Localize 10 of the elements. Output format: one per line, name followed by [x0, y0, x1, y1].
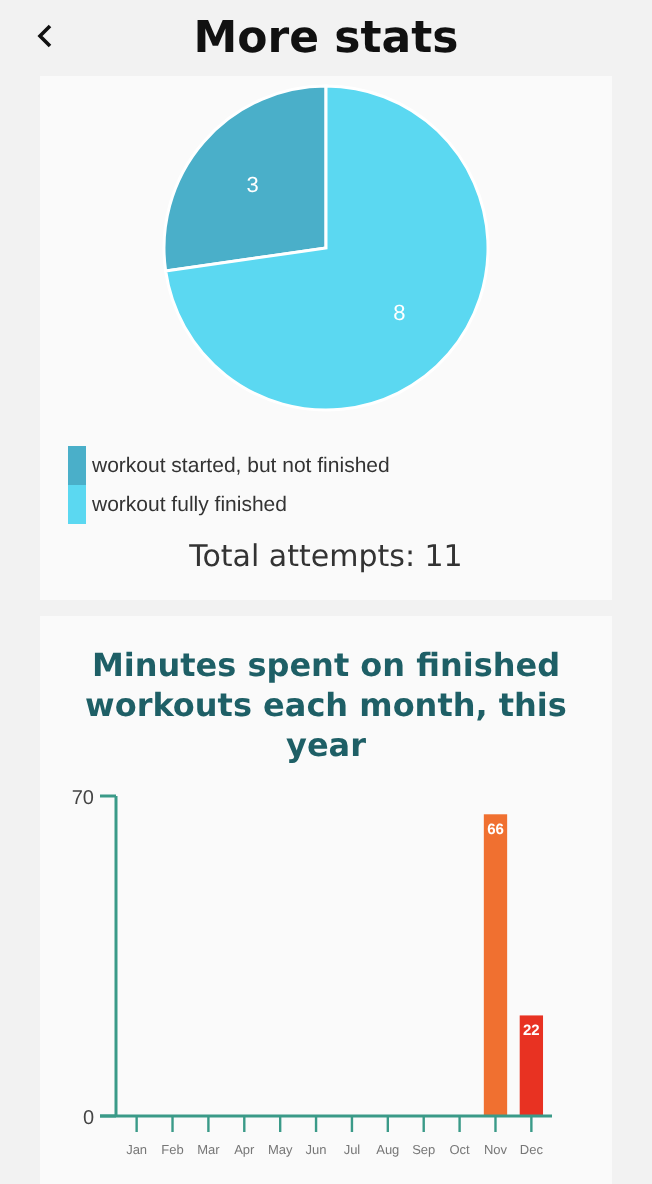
y-tick-label: 0: [82, 1108, 95, 1130]
y-tick-label: 70: [71, 788, 95, 810]
chart-title: Minutes spent on finished workouts each month, this year: [85, 646, 567, 764]
data-label: 8: [393, 301, 406, 326]
data-label: 3: [246, 174, 259, 199]
legend-label: workout fully finished: [90, 493, 288, 517]
pie-slice: [164, 84, 490, 412]
chart-title: More stats: [193, 14, 459, 64]
text: Total attempts: 11: [187, 538, 463, 574]
legend-label: workout started, but not finished: [90, 454, 390, 478]
